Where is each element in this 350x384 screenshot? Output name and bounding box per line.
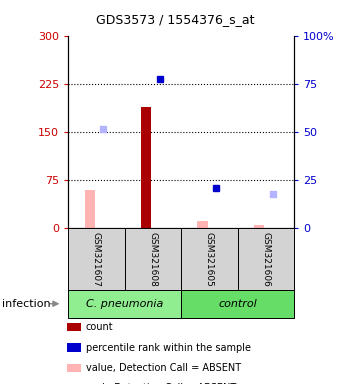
Bar (141, 107, 151, 228)
Text: value, Detection Call = ABSENT: value, Detection Call = ABSENT (86, 363, 241, 373)
Bar (254, 225, 264, 228)
Text: GSM321606: GSM321606 (261, 232, 270, 286)
Text: rank, Detection Call = ABSENT: rank, Detection Call = ABSENT (86, 383, 236, 384)
Text: infection: infection (2, 299, 50, 309)
Text: C. pneumonia: C. pneumonia (86, 299, 163, 309)
Text: control: control (218, 299, 257, 309)
Text: GSM321607: GSM321607 (92, 232, 101, 286)
Text: GDS3573 / 1554376_s_at: GDS3573 / 1554376_s_at (96, 13, 254, 26)
Text: GSM321605: GSM321605 (205, 232, 214, 286)
Text: GSM321608: GSM321608 (148, 232, 158, 286)
Bar (85, 190, 95, 228)
Text: percentile rank within the sample: percentile rank within the sample (86, 343, 251, 353)
Bar (197, 221, 208, 228)
Text: count: count (86, 322, 113, 332)
